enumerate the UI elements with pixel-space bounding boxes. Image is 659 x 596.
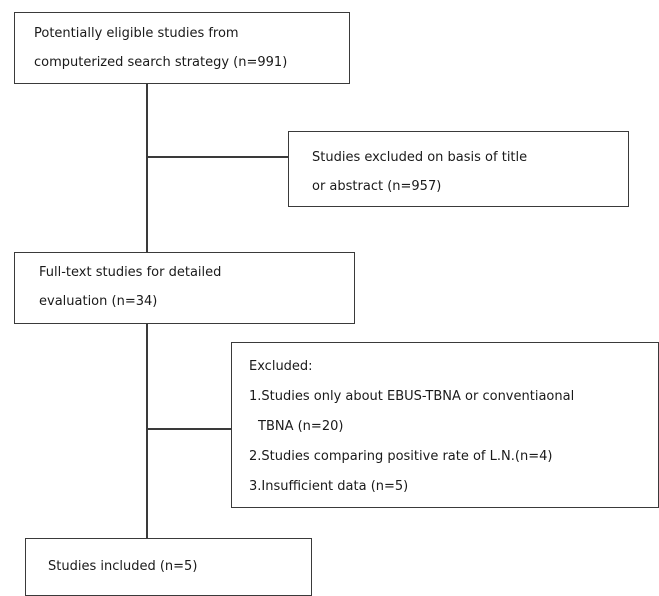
exclusion-reason-3: 3.Insufficient data (n=5) [249, 479, 409, 494]
connector-to-excluded-full-text [146, 428, 231, 430]
excluded-heading: Excluded: [249, 359, 313, 374]
identified-line-2: computerized search strategy (n=991) [34, 55, 288, 70]
included-label: Studies included (n=5) [48, 559, 198, 574]
excluded-screening-line-2: or abstract (n=957) [312, 179, 442, 194]
excluded-screening-box: Studies excluded on basis of title or ab… [288, 131, 629, 207]
connector-main-1 [146, 84, 148, 252]
full-text-line-1: Full-text studies for detailed [39, 265, 222, 280]
full-text-line-2: evaluation (n=34) [39, 294, 158, 309]
full-text-box: Full-text studies for detailed evaluatio… [14, 252, 355, 324]
connector-main-2 [146, 324, 148, 538]
exclusion-reason-1-line-1: 1.Studies only about EBUS-TBNA or conven… [249, 389, 575, 404]
excluded-screening-line-1: Studies excluded on basis of title [312, 150, 528, 165]
connector-to-excluded-screening [146, 156, 288, 158]
identified-line-1: Potentially eligible studies from [34, 26, 239, 41]
exclusion-reason-2: 2.Studies comparing positive rate of L.N… [249, 449, 553, 464]
included-studies-box: Studies included (n=5) [25, 538, 312, 596]
excluded-full-text-box: Excluded: 1.Studies only about EBUS-TBNA… [231, 342, 659, 508]
identified-studies-box: Potentially eligible studies from comput… [14, 12, 350, 84]
exclusion-reason-1-line-2: TBNA (n=20) [258, 419, 344, 434]
